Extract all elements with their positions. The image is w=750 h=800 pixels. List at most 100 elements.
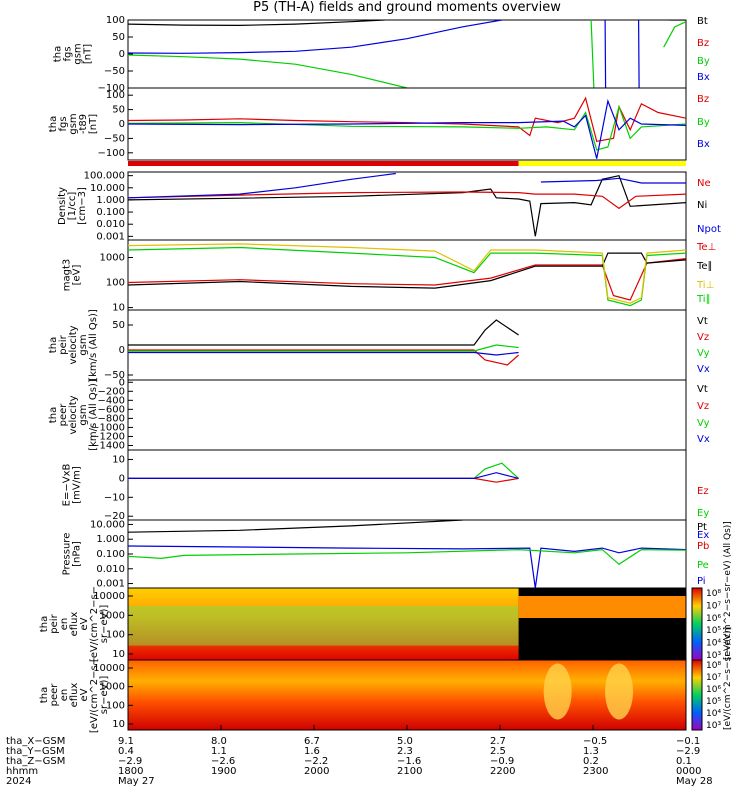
- y-tick-label: −50: [104, 133, 125, 144]
- series-by: [128, 20, 686, 88]
- legend-vt: Vt: [697, 384, 708, 395]
- panel-6: [127, 379, 687, 451]
- series-te∥: [128, 252, 686, 289]
- footer-value: 0.4: [118, 746, 134, 757]
- y-tick-label: 10.000: [90, 519, 125, 530]
- footer-value: 2200: [490, 766, 515, 777]
- y-tick-label: −10: [104, 492, 125, 503]
- series-vz: [128, 349, 519, 366]
- y-axis-label: gsm: [78, 404, 89, 425]
- panel-4: [127, 239, 687, 311]
- y-tick-label: 10000: [93, 663, 125, 674]
- footer-label: tha_Z−GSM: [6, 756, 65, 767]
- y-tick-label: −800: [98, 413, 125, 424]
- panel-7: [127, 449, 687, 521]
- colorbar-tick-label: 10⁴: [706, 709, 721, 719]
- panel-frame: [127, 379, 687, 451]
- y-axis-label: [eV/(cm^2−s−: [89, 657, 100, 733]
- colorbar-label: [eV/(cm^2−s−sr−eV)]: [723, 627, 733, 730]
- y-axis-label: sr−eV)]: [99, 676, 110, 715]
- status-bar-red: [128, 161, 519, 166]
- colorbar-tick-label: 10⁶: [706, 685, 721, 695]
- y-axis-label: tha: [48, 337, 59, 353]
- y-axis-label: [nT]: [83, 44, 94, 64]
- series-pi: [128, 545, 686, 588]
- y-tick-label: −50: [104, 66, 125, 77]
- footer-value: 6.7: [304, 736, 320, 747]
- y-tick-label: 0.001: [96, 579, 125, 590]
- spectrogram-feature: [605, 663, 634, 720]
- footer-value: 2300: [583, 766, 608, 777]
- footer-value: −0.5: [583, 736, 607, 747]
- y-axis-label: [nPa]: [72, 541, 83, 567]
- y-tick-label: 50: [112, 105, 125, 116]
- y-tick-label: 100: [106, 15, 125, 26]
- page-title: P5 (TH-A) fields and ground moments over…: [253, 0, 561, 15]
- legend-ti∥: Ti∥: [696, 294, 711, 305]
- panel-frame: [127, 171, 687, 241]
- spectrogram-band: [128, 606, 519, 646]
- footer-value: 8.0: [211, 736, 227, 747]
- y-tick-label: 1.000: [96, 534, 125, 545]
- y-tick-label: 0: [119, 49, 125, 60]
- footer-label: tha_X−GSM: [6, 736, 65, 747]
- legend-pb: Pb: [697, 541, 709, 552]
- y-tick-label: 0: [119, 345, 125, 356]
- colorbar-tick-label: 10³: [706, 651, 721, 661]
- legend-pe: Pe: [697, 560, 709, 571]
- y-axis-label: tha: [53, 46, 64, 62]
- legend-vt: Vt: [697, 316, 708, 327]
- y-tick-label: 0.010: [96, 219, 125, 230]
- panel-frame: [127, 449, 687, 521]
- series-ex: [128, 472, 519, 479]
- y-axis-label: tha: [39, 687, 50, 703]
- footer-value: 0.2: [583, 756, 599, 767]
- y-axis-label: E=−VxB: [62, 464, 73, 507]
- footer-value: −2.6: [211, 756, 235, 767]
- footer-label: hhmm: [6, 766, 38, 777]
- legend-npot: Npot: [697, 224, 721, 235]
- y-tick-label: 1000: [100, 682, 125, 693]
- y-axis-label: [1/cc]: [67, 192, 78, 221]
- panel-5: [127, 309, 687, 381]
- footer-value: 1.6: [304, 746, 320, 757]
- footer-value: 1800: [118, 766, 143, 777]
- y-tick-label: 100: [106, 278, 125, 289]
- legend-pi: Pi: [697, 576, 706, 587]
- y-axis-label: Pressure: [62, 533, 73, 576]
- legend-ne: Ne: [697, 178, 711, 189]
- footer-value: 2.3: [397, 746, 413, 757]
- y-axis-label: [eV]: [72, 265, 83, 286]
- y-tick-label: −1000: [91, 422, 125, 433]
- legend-ti⊥: Ti⊥: [696, 280, 714, 291]
- footer-value: 2.5: [490, 746, 506, 757]
- legend-by: By: [697, 117, 710, 128]
- y-axis-label: velocity: [68, 325, 79, 364]
- y-tick-label: −600: [98, 404, 125, 415]
- y-axis-label: peir: [58, 334, 69, 354]
- y-axis-label: fgs: [63, 46, 74, 61]
- panel-10: [127, 659, 703, 731]
- y-tick-label: 10.000: [90, 183, 125, 194]
- colorbar-tick-label: 10⁴: [706, 639, 721, 649]
- series-pe: [128, 548, 686, 566]
- y-tick-label: −400: [98, 395, 125, 406]
- footer-value: May 28: [676, 776, 713, 787]
- footer-value: 0.1: [676, 756, 692, 767]
- footer-value: −0.9: [490, 756, 514, 767]
- series-bz: [128, 96, 686, 142]
- panel-8: [127, 519, 687, 589]
- y-axis-label: eV: [79, 617, 90, 630]
- legend-te⊥: Te⊥: [696, 242, 716, 253]
- colorbar-label: [eV/(cm^2−s−sr−eV) (All Qs)]: [723, 521, 733, 660]
- series-ti∥: [128, 246, 686, 307]
- series-te⊥: [128, 258, 686, 301]
- spectrogram-fill: [128, 660, 686, 730]
- colorbar-tick-label: 10⁵: [706, 697, 721, 707]
- colorbar-tick-label: 10³: [706, 721, 721, 731]
- series-ni: [128, 175, 686, 237]
- y-tick-label: 100: [106, 630, 125, 641]
- y-tick-label: 0.001: [96, 231, 125, 242]
- footer-value: 1900: [211, 766, 236, 777]
